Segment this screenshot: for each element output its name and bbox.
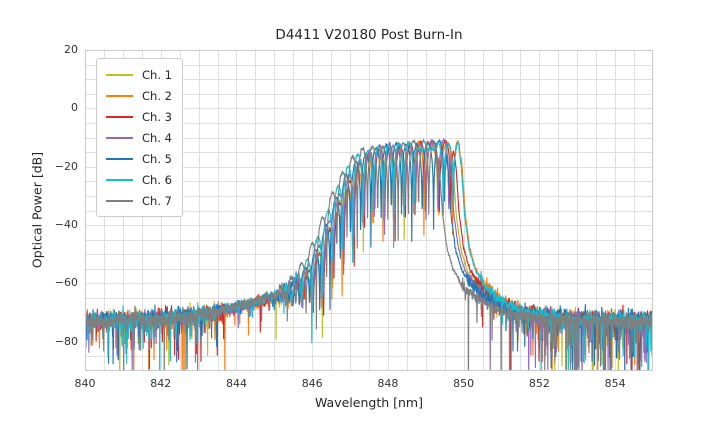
legend-item-3: Ch. 3 [97, 106, 182, 127]
legend-item-7: Ch. 7 [97, 190, 182, 211]
legend-item-2: Ch. 2 [97, 85, 182, 106]
legend-item-1: Ch. 1 [97, 64, 182, 85]
legend-line-swatch [106, 157, 133, 160]
x-tick-label: 854 [604, 377, 626, 390]
legend-item-6: Ch. 6 [97, 169, 182, 190]
legend-line-swatch [106, 199, 133, 202]
legend-line-swatch [106, 73, 133, 76]
legend-label: Ch. 5 [142, 151, 172, 166]
legend: Ch. 1 Ch. 2 Ch. 3 Ch. 4 Ch. 5 Ch. 6 Ch. 7 [96, 58, 183, 217]
x-tick-label: 842 [150, 377, 172, 390]
x-tick-label: 840 [74, 377, 96, 390]
legend-line-swatch [106, 94, 133, 97]
y-tick-label: 0 [71, 101, 78, 115]
legend-label: Ch. 3 [142, 109, 172, 124]
x-tick-label: 850 [453, 377, 475, 390]
legend-line-swatch [106, 136, 133, 139]
legend-line-swatch [106, 178, 133, 181]
x-tick-label: 848 [377, 377, 399, 390]
y-tick-label: −20 [54, 159, 78, 173]
legend-item-4: Ch. 4 [97, 127, 182, 148]
x-tick-label: 846 [301, 377, 323, 390]
y-tick-label: −60 [54, 276, 78, 290]
y-tick-label: −40 [54, 218, 78, 232]
x-tick-label: 844 [225, 377, 247, 390]
legend-label: Ch. 1 [142, 67, 172, 82]
y-tick-label: 20 [64, 43, 78, 56]
x-tick-label: 852 [528, 377, 550, 390]
legend-line-swatch [106, 115, 133, 118]
legend-label: Ch. 6 [142, 172, 172, 187]
legend-label: Ch. 7 [142, 193, 172, 208]
legend-item-5: Ch. 5 [97, 148, 182, 169]
x-axis-label: Wavelength [nm] [315, 395, 423, 410]
legend-label: Ch. 2 [142, 88, 172, 103]
y-tick-label: −80 [54, 334, 78, 348]
legend-label: Ch. 4 [142, 130, 172, 145]
chart-title: D4411 V20180 Post Burn-In [275, 27, 463, 43]
